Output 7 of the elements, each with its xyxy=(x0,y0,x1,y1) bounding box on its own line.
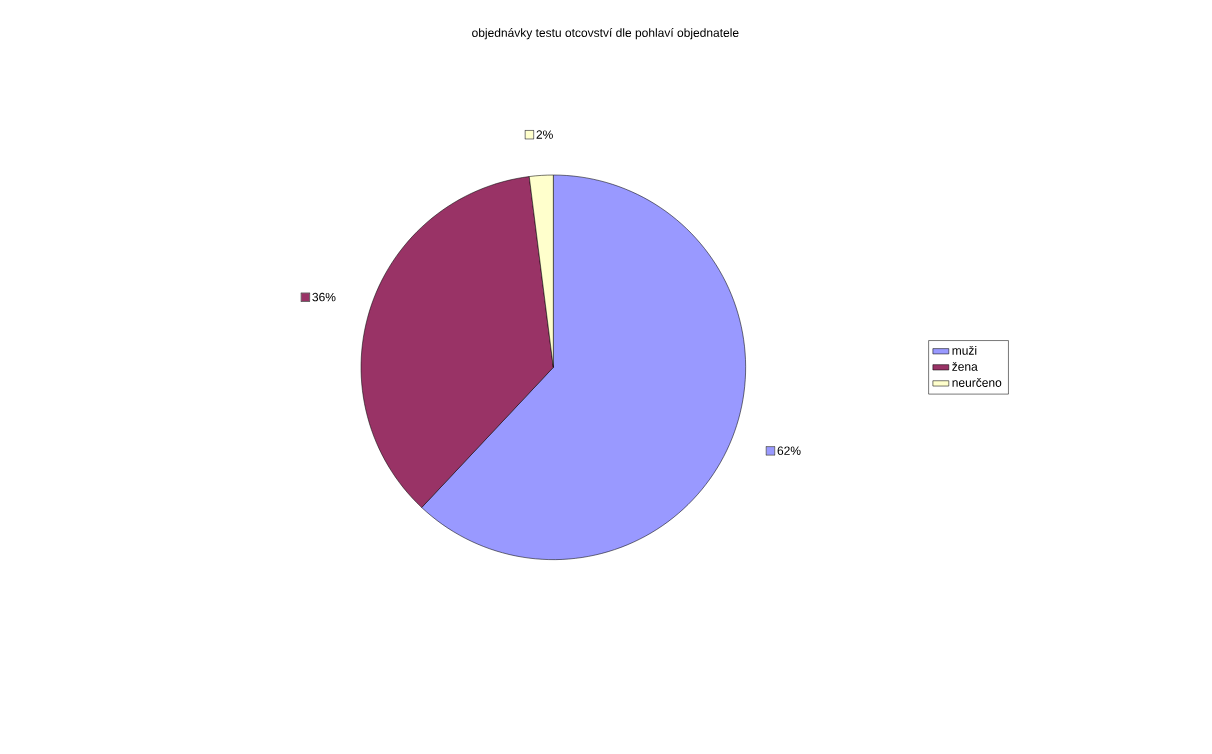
data-label: 36% xyxy=(312,292,336,302)
legend-label: muži xyxy=(952,345,977,355)
chart-title: objednávky testu otcovství dle pohlaví objednatele xyxy=(472,28,739,40)
data-label: 2% xyxy=(536,130,553,139)
legend-label: žena xyxy=(952,361,978,371)
data-label: 62% xyxy=(777,446,801,455)
legend-label: neurčeno xyxy=(952,378,1002,387)
